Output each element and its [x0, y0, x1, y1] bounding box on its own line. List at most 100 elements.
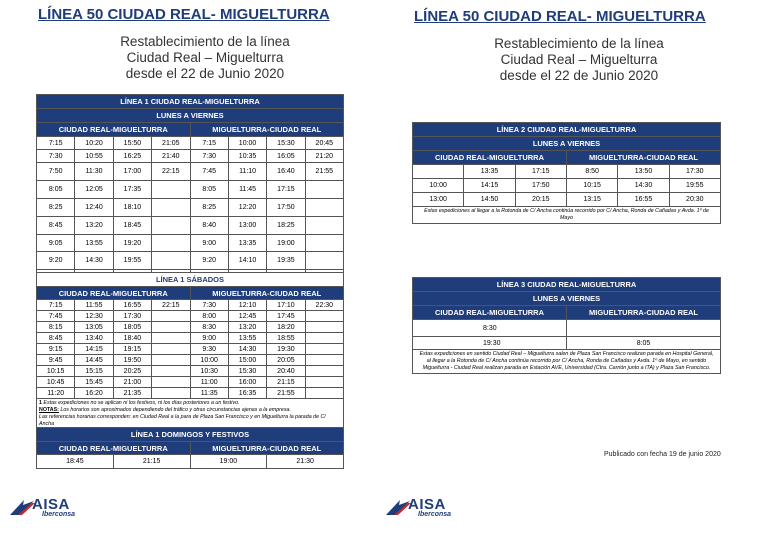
time-cell: 8:15	[35, 321, 76, 333]
table-row: 10:00 14:15 17:50 10:15 14:30 19:55	[411, 178, 722, 193]
linea3-dir1: CIUDAD REAL-MIGUELTURRA	[412, 305, 567, 320]
time-cell: 14:30	[617, 178, 670, 193]
time-cell: 13:00	[227, 216, 268, 235]
time-cell: 20:40	[266, 365, 306, 377]
linea3-title: LÍNEA 3 CIUDAD REAL-MIGUELTURRA	[412, 277, 721, 292]
time-cell: 15:30	[227, 365, 268, 377]
table-row: 8:45 13:40 18:40 9:00 13:55 18:55	[35, 332, 345, 344]
note3-text: Las referencias horarias corresponden: e…	[39, 414, 326, 427]
time-cell: 13:15	[565, 192, 619, 207]
right-subtitle-line1: Restablecimiento de la línea	[494, 36, 664, 51]
table-row: 7:15 10:20 15:50 21:05 7:15 10:00 15:30 20:45	[35, 136, 345, 150]
published-date: Publicado con fecha 19 de junio 2020	[604, 451, 721, 458]
table-row: 13:00 14:50 20:15 13:15 16:55 20:30	[411, 192, 722, 207]
time-cell: 10:15	[35, 365, 76, 377]
time-cell: 18:40	[112, 332, 153, 344]
time-cell: 11:30	[74, 162, 114, 181]
time-cell: 19:30	[266, 343, 306, 355]
table-row: 10:15 15:15 20:25 10:30 15:30 20:40	[35, 365, 345, 377]
time-cell	[151, 198, 191, 217]
time-cell: 18:45	[112, 216, 153, 235]
time-cell: 8:50	[565, 164, 619, 179]
table-row: 9:45 14:45 19:50 10:00 15:00 20:05	[35, 354, 345, 366]
sunday-time: 19:00	[189, 454, 268, 469]
time-cell: 10:00	[411, 178, 465, 193]
time-cell: 13:55	[227, 332, 268, 344]
time-cell	[304, 321, 345, 333]
table-row: 11:20 16:20 21:35 11:35 16:35 21:55	[35, 387, 345, 399]
right-page-title: LÍNEA 50 CIUDAD REAL- MIGUELTURRA	[414, 8, 706, 25]
time-cell: 8:25	[189, 198, 229, 217]
time-cell: 19:35	[266, 251, 306, 270]
time-cell	[151, 387, 191, 399]
linea1-weekday-body: 7:15 10:20 15:50 21:05 7:15 10:00 15:30 20:45 7:…	[35, 136, 345, 287]
linea1-weekday-title: LÍNEA 1 CIUDAD REAL-MIGUELTURRA	[36, 94, 344, 109]
time-cell: 13:40	[74, 332, 114, 344]
time-cell	[304, 365, 345, 377]
time-cell: 7:30	[189, 149, 229, 163]
time-cell: 13:35	[227, 234, 268, 252]
time-cell: 7:45	[189, 162, 229, 181]
time-cell: 21:55	[266, 387, 306, 399]
time-cell: 17:35	[112, 180, 153, 199]
time-cell: 19:00	[266, 234, 306, 252]
linea2-dir1: CIUDAD REAL-MIGUELTURRA	[412, 150, 567, 165]
time-cell: 19:55	[112, 251, 153, 270]
note1-text: Estas expediciones no se aplican ni los …	[41, 400, 240, 406]
time-cell	[151, 365, 191, 377]
time-cell: 21:00	[112, 376, 153, 388]
linea3-dir2: MIGUELTURRA-CIUDAD REAL	[566, 305, 721, 320]
time-cell: 19:50	[112, 354, 153, 366]
time-cell: 11:35	[189, 387, 229, 399]
time-cell: 22:30	[304, 299, 345, 311]
time-cell	[151, 343, 191, 355]
time-cell: 15:15	[74, 365, 114, 377]
linea1-saturday-body: 7:15 11:55 16:55 22:15 7:30 12:10 17:10 22:30 7:…	[35, 299, 345, 399]
time-cell	[304, 216, 345, 235]
linea1-weekday-dir2: MIGUELTURRA-CIUDAD REAL	[189, 122, 344, 137]
linea3-weekday-table: LÍNEA 3 CIUDAD REAL-MIGUELTURRA LUNES A …	[412, 277, 721, 374]
time-cell: 18:55	[266, 332, 306, 344]
linea1-weekday-dir1: CIUDAD REAL-MIGUELTURRA	[36, 122, 191, 137]
time-cell: 9:45	[35, 354, 76, 366]
left-subtitle-line3: desde el 22 de Junio 2020	[125, 66, 285, 81]
time-cell: 17:15	[266, 180, 306, 199]
time-cell: 20:05	[266, 354, 306, 366]
time-cell: 14:15	[463, 178, 516, 193]
time-cell	[151, 376, 191, 388]
right-subtitle-line3: desde el 22 de Junio 2020	[499, 68, 659, 83]
time-cell: 17:00	[112, 162, 153, 181]
time-cell: 16:05	[266, 149, 306, 163]
time-cell: 7:45	[35, 310, 76, 322]
time-cell: 10:00	[227, 136, 268, 150]
time-cell: 8:05	[189, 180, 229, 199]
note2-text: Los horarios son aproximados dependiendo…	[58, 407, 291, 413]
time-cell: 12:40	[74, 198, 114, 217]
table-row: 7:45 12:30 17:30 8:00 12:45 17:45	[35, 310, 345, 322]
time-cell: 12:30	[74, 310, 114, 322]
time-cell: 8:45	[35, 332, 76, 344]
linea1-sunday-table: LÍNEA 1 DOMINGOS Y FESTIVOS CIUDAD REAL-…	[36, 427, 344, 469]
time-cell: 16:20	[74, 387, 114, 399]
linea1-saturday-notes: 1 Estas expediciones no se aplican ni lo…	[36, 398, 344, 430]
time-cell: 17:15	[514, 164, 567, 179]
time-cell	[411, 164, 465, 179]
time-cell: 14:45	[74, 354, 114, 366]
time-cell: 16:35	[227, 387, 268, 399]
time-cell: 16:25	[112, 149, 153, 163]
time-cell: 7:30	[189, 299, 229, 311]
table-row: 8:05 12:05 17:35 8:05 11:45 17:15	[35, 180, 345, 199]
left-subtitle-line1: Restablecimiento de la línea	[120, 34, 290, 49]
time-cell	[151, 332, 191, 344]
time-cell	[151, 234, 191, 252]
linea3-time: 19:30	[412, 336, 567, 350]
time-cell: 8:05	[35, 180, 76, 199]
iberconsa-logo-text: Iberconsa	[42, 511, 76, 518]
linea3-time: 8:05	[566, 336, 721, 350]
time-cell: 15:45	[74, 376, 114, 388]
time-cell	[151, 216, 191, 235]
sunday-time: 18:45	[36, 454, 114, 469]
iberconsa-logo-text: Iberconsa	[418, 511, 452, 518]
time-cell	[151, 354, 191, 366]
time-cell: 18:05	[112, 321, 153, 333]
